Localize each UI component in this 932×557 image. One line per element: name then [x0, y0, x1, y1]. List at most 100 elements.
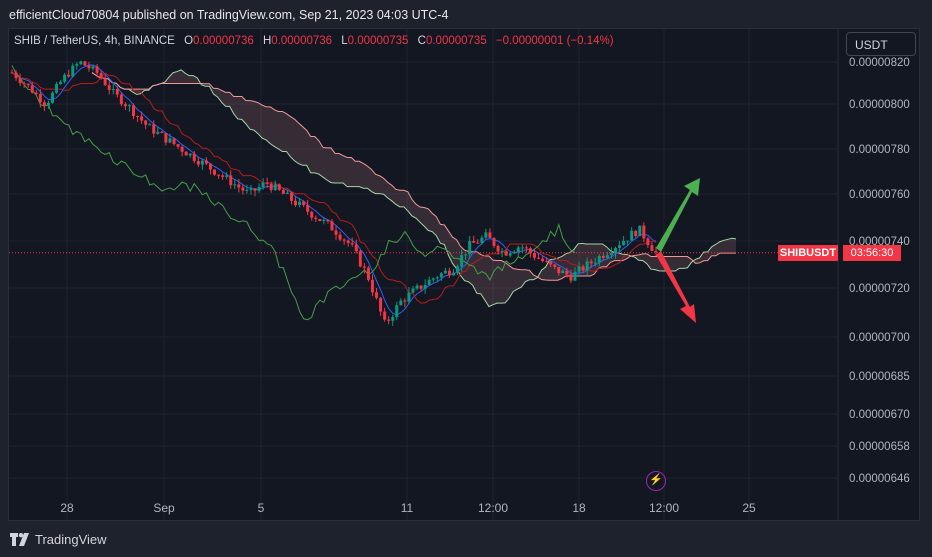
candle-body: [34, 92, 38, 94]
x-axis: 28 Sep 5 11 12:00 18 12:00 25: [60, 501, 756, 515]
candle-body: [277, 184, 281, 190]
span-b-line: [91, 72, 736, 281]
candle-body: [132, 105, 136, 116]
candle-body: [168, 138, 172, 143]
candle-body: [569, 274, 573, 281]
candle-body: [593, 262, 597, 264]
y-axis: 0.00000820 0.00000800 0.00000780 0.00000760…: [837, 29, 910, 520]
candle-body: [468, 240, 472, 255]
candle-body: [472, 240, 476, 243]
x-tick-label: 5: [258, 501, 265, 515]
candle-body: [314, 217, 318, 219]
candle-body: [557, 266, 561, 274]
candle-body: [330, 221, 334, 231]
candle-body: [597, 255, 601, 263]
candle-body: [492, 237, 496, 246]
legend-h-value: 0.00000736: [271, 35, 333, 47]
candle-body: [642, 225, 646, 239]
candle-body: [464, 254, 468, 256]
candle-body: [646, 238, 650, 246]
candle-body: [253, 188, 257, 191]
candle-body: [221, 175, 225, 177]
candle-body: [508, 253, 512, 256]
candle-body: [184, 151, 188, 156]
y-tick-label: 0.00000800: [849, 99, 910, 111]
candle-body: [144, 120, 148, 125]
currency-button[interactable]: USDT: [846, 32, 916, 56]
candle-body: [358, 251, 362, 267]
candle-body: [127, 105, 131, 107]
y-tick-label: 0.00000760: [849, 189, 910, 201]
candle-body: [589, 261, 593, 264]
candle-body: [217, 174, 221, 176]
candle-body: [298, 201, 302, 206]
candle-body: [26, 83, 30, 86]
y-tick-label: 0.00000780: [849, 144, 910, 156]
candle-body: [370, 279, 374, 293]
legend-l-label: L: [341, 35, 348, 47]
candle-body: [435, 277, 439, 279]
candle-body: [59, 81, 63, 85]
candle-body: [310, 211, 314, 218]
candle-body: [532, 252, 536, 258]
candle-body: [545, 261, 549, 263]
candle-body: [451, 272, 455, 276]
candle-body: [200, 160, 204, 165]
candle-body: [638, 225, 642, 237]
candle-body: [443, 270, 447, 274]
candle-body: [273, 184, 277, 191]
x-tick-label: 11: [401, 501, 414, 515]
candle-body: [75, 64, 79, 66]
legend-o-label: O: [184, 35, 194, 47]
candle-body: [350, 243, 354, 245]
chart-frame[interactable]: [8, 28, 920, 521]
candle-body: [42, 102, 46, 106]
candle-body: [46, 102, 50, 106]
candle-body: [395, 305, 399, 318]
candle-body: [379, 297, 383, 312]
candle-body: [107, 85, 111, 90]
candle-body: [411, 288, 415, 293]
candle-body: [119, 94, 123, 105]
candle-body: [338, 234, 342, 240]
candle-body: [585, 261, 589, 271]
candle-body: [383, 311, 387, 320]
candle-body: [512, 251, 516, 254]
grid-lines: [9, 29, 838, 520]
price-tag-countdown: 03:56:30: [843, 244, 901, 261]
top-bar: efficientCloud70804 published on Trading…: [0, 0, 932, 28]
x-tick-label: 12:00: [649, 501, 679, 515]
candle-body: [103, 78, 107, 86]
lagging-span: [11, 65, 576, 321]
candle-body: [634, 230, 638, 237]
candle-body: [496, 245, 500, 252]
candle-body: [504, 251, 508, 256]
candle-body: [115, 89, 119, 95]
candle-body: [423, 285, 427, 289]
candle-body: [565, 270, 569, 275]
ohlc-legend: SHIB / TetherUS, 4h, BINANCE O0.00000736…: [14, 35, 614, 47]
candle-body: [261, 182, 265, 187]
x-tick-label: 12:00: [478, 501, 508, 515]
x-tick-label: 28: [60, 501, 74, 515]
candle-body: [241, 187, 245, 191]
candle-body: [326, 219, 330, 222]
candle-body: [609, 253, 613, 256]
tradingview-logo[interactable]: TradingView: [10, 532, 107, 547]
candle-body: [427, 279, 431, 286]
candle-body: [265, 182, 269, 184]
legend-o-value: 0.00000736: [193, 35, 254, 47]
candle-body: [431, 278, 435, 280]
lightning-icon[interactable]: ⚡: [646, 471, 666, 491]
candle-body: [613, 247, 617, 254]
candle-body: [541, 258, 545, 262]
candle-body: [630, 230, 634, 241]
candle-body: [10, 72, 14, 74]
candle-body: [176, 144, 180, 147]
candle-body: [537, 257, 541, 259]
legend-c-value: 0.00000735: [425, 35, 487, 47]
candle-body: [516, 247, 520, 252]
legend-change: −0.00000001 (−0.14%): [495, 35, 614, 47]
arrow-down-icon: [656, 251, 696, 323]
